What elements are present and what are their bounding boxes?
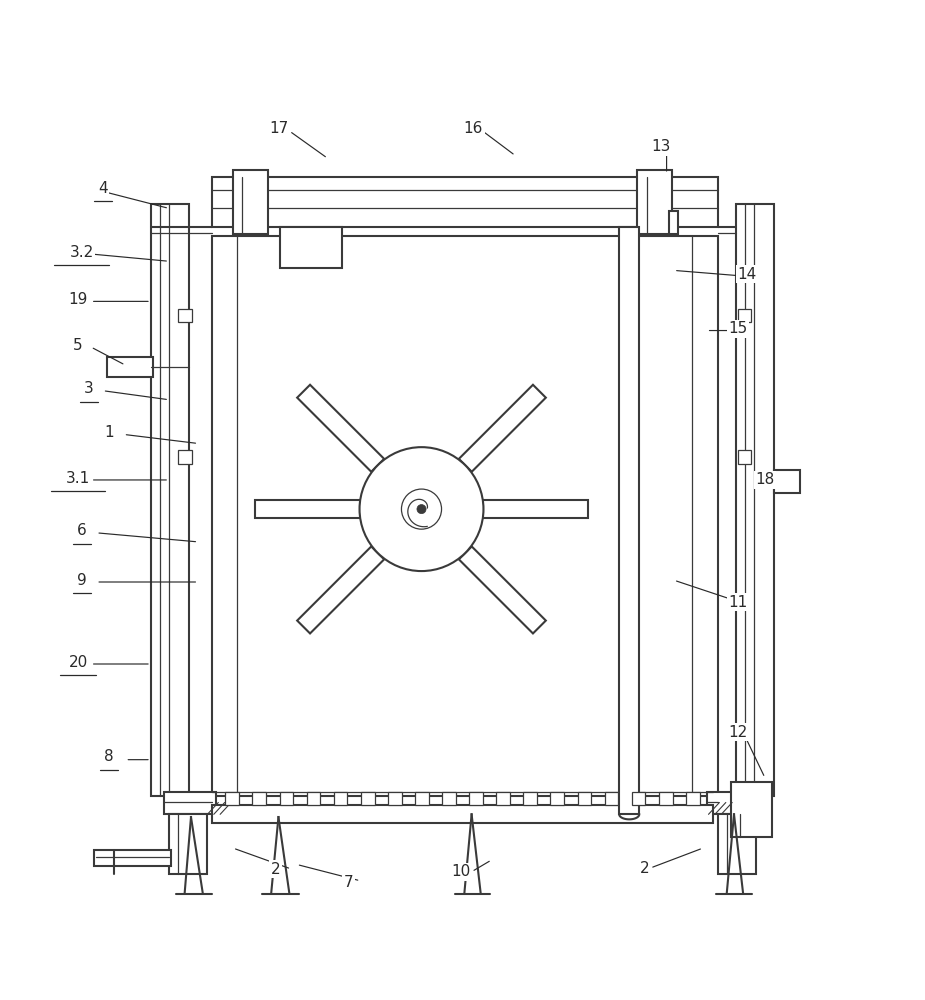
- Bar: [361, 792, 375, 805]
- Text: 3: 3: [84, 381, 93, 396]
- Bar: [732, 782, 772, 837]
- Text: 3.1: 3.1: [66, 471, 90, 486]
- Bar: [550, 792, 564, 805]
- Polygon shape: [459, 385, 546, 472]
- Text: 12: 12: [728, 725, 747, 740]
- Bar: [93, 850, 171, 866]
- Bar: [735, 204, 774, 796]
- Text: 6: 6: [77, 523, 87, 538]
- Polygon shape: [297, 385, 384, 472]
- Bar: [279, 792, 293, 805]
- Bar: [164, 792, 216, 814]
- Text: 19: 19: [68, 292, 88, 307]
- Text: 18: 18: [756, 472, 774, 487]
- Bar: [442, 792, 456, 805]
- Bar: [254, 500, 360, 518]
- Text: 9: 9: [77, 573, 87, 588]
- Text: 16: 16: [463, 121, 483, 136]
- Bar: [605, 792, 618, 805]
- Bar: [497, 792, 510, 805]
- Text: 20: 20: [68, 655, 88, 670]
- Bar: [659, 792, 672, 805]
- Text: 17: 17: [269, 121, 288, 136]
- Polygon shape: [459, 546, 546, 633]
- Bar: [179, 309, 191, 322]
- Bar: [415, 792, 428, 805]
- Bar: [737, 450, 751, 464]
- Bar: [670, 211, 678, 234]
- Text: 4: 4: [98, 181, 107, 196]
- Bar: [619, 227, 639, 814]
- Bar: [233, 170, 267, 234]
- Bar: [212, 177, 718, 227]
- Bar: [212, 236, 718, 796]
- Text: 3.2: 3.2: [69, 245, 93, 260]
- Bar: [107, 357, 153, 377]
- Bar: [226, 792, 239, 805]
- Bar: [577, 792, 591, 805]
- Bar: [307, 792, 320, 805]
- Bar: [632, 792, 646, 805]
- Text: 2: 2: [640, 861, 649, 876]
- Polygon shape: [297, 546, 384, 633]
- Text: 8: 8: [105, 749, 114, 764]
- Bar: [151, 204, 190, 796]
- Text: 1: 1: [105, 425, 114, 440]
- Bar: [637, 170, 672, 234]
- Bar: [469, 792, 483, 805]
- Text: 15: 15: [728, 321, 747, 336]
- Text: 11: 11: [728, 595, 747, 610]
- Bar: [774, 470, 799, 493]
- Text: 7: 7: [344, 875, 353, 890]
- Circle shape: [417, 505, 426, 514]
- Bar: [707, 792, 757, 814]
- Text: 10: 10: [451, 864, 470, 879]
- Bar: [686, 792, 699, 805]
- Bar: [737, 309, 751, 322]
- Bar: [253, 792, 266, 805]
- Circle shape: [360, 447, 484, 571]
- Bar: [179, 450, 191, 464]
- Text: 13: 13: [651, 139, 671, 154]
- Bar: [484, 500, 588, 518]
- Text: 5: 5: [73, 338, 83, 353]
- Text: 2: 2: [271, 861, 280, 876]
- Bar: [334, 792, 348, 805]
- Bar: [169, 814, 207, 874]
- Bar: [388, 792, 401, 805]
- Bar: [718, 814, 756, 874]
- Bar: [212, 805, 713, 823]
- Text: 14: 14: [737, 267, 757, 282]
- Bar: [524, 792, 537, 805]
- Bar: [280, 227, 342, 268]
